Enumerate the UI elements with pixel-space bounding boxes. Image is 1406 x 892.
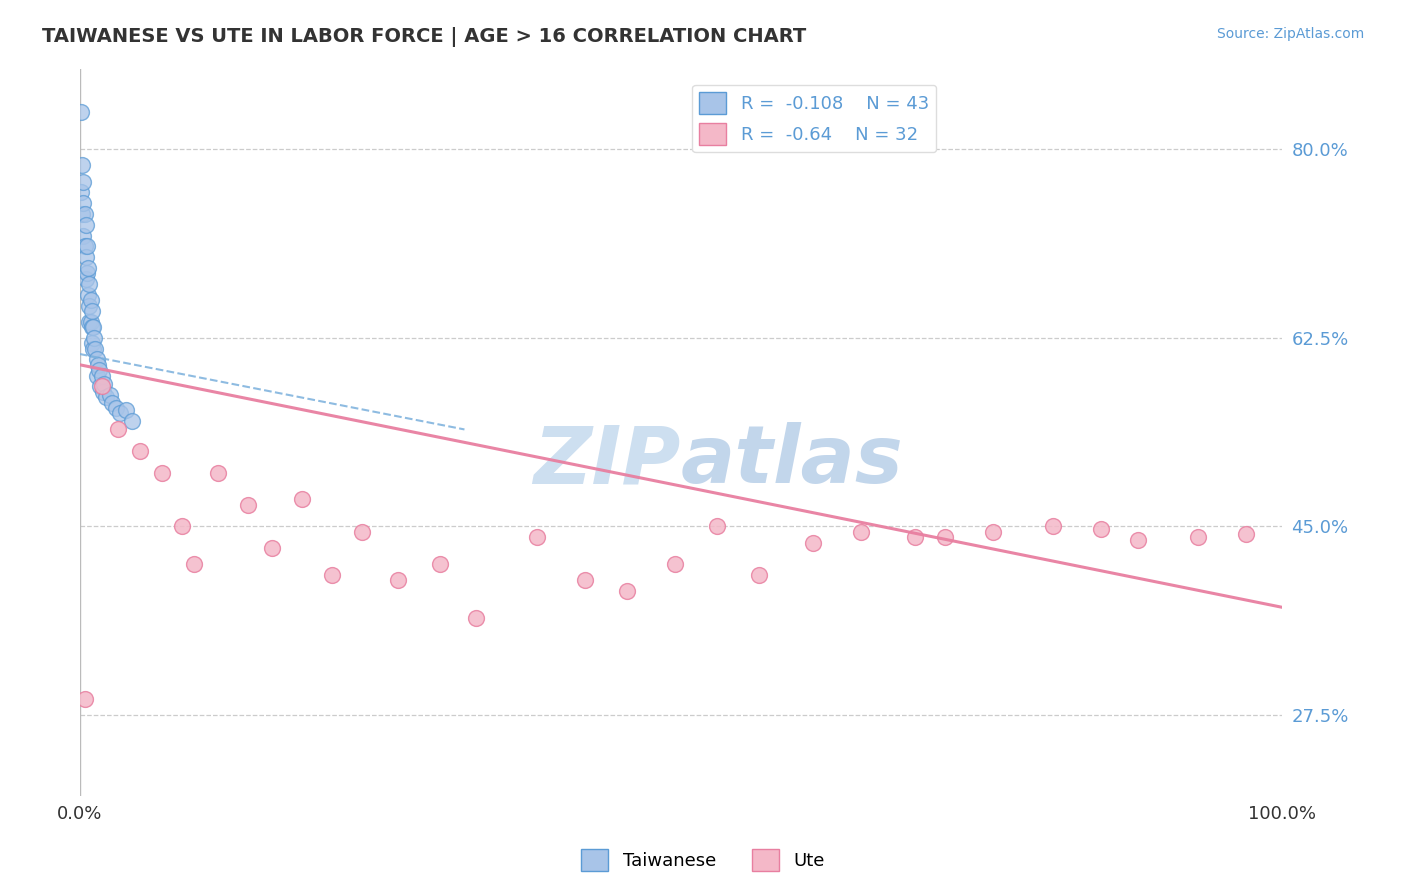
Point bbox=[90, 379, 112, 393]
Point bbox=[291, 492, 314, 507]
Point bbox=[101, 395, 124, 409]
Point bbox=[352, 524, 374, 539]
Point bbox=[80, 304, 103, 318]
Point bbox=[75, 218, 97, 232]
Text: TAIWANESE VS UTE IN LABOR FORCE | AGE > 16 CORRELATION CHART: TAIWANESE VS UTE IN LABOR FORCE | AGE > … bbox=[42, 27, 807, 46]
Point bbox=[183, 557, 205, 571]
Point bbox=[98, 388, 121, 402]
Point bbox=[72, 207, 94, 221]
Point bbox=[107, 422, 129, 436]
Point bbox=[93, 377, 115, 392]
Point bbox=[981, 524, 1004, 539]
Point bbox=[70, 104, 93, 119]
Point bbox=[574, 574, 596, 588]
Point bbox=[72, 196, 94, 211]
Point bbox=[526, 530, 548, 544]
Text: Source: ZipAtlas.com: Source: ZipAtlas.com bbox=[1216, 27, 1364, 41]
Point bbox=[904, 530, 927, 544]
Point bbox=[801, 535, 824, 549]
Point bbox=[87, 363, 110, 377]
Point bbox=[83, 331, 105, 345]
Point bbox=[73, 239, 96, 253]
Point bbox=[236, 498, 259, 512]
Point bbox=[616, 584, 638, 599]
Point bbox=[90, 368, 112, 383]
Point bbox=[86, 352, 108, 367]
Point bbox=[849, 524, 872, 539]
Point bbox=[79, 277, 101, 291]
Point bbox=[170, 519, 193, 533]
Point bbox=[80, 320, 103, 334]
Point bbox=[748, 567, 770, 582]
Point bbox=[150, 466, 173, 480]
Point bbox=[82, 320, 104, 334]
Point bbox=[1234, 527, 1257, 541]
Point bbox=[84, 342, 107, 356]
Text: atlas: atlas bbox=[681, 422, 904, 500]
Point bbox=[70, 186, 93, 200]
Point bbox=[80, 336, 103, 351]
Point bbox=[72, 159, 94, 173]
Point bbox=[114, 403, 136, 417]
Point bbox=[262, 541, 284, 555]
Point bbox=[73, 691, 96, 706]
Point bbox=[79, 299, 101, 313]
Point bbox=[77, 287, 100, 301]
Point bbox=[706, 519, 728, 533]
Point bbox=[664, 557, 686, 571]
Point bbox=[1042, 519, 1064, 533]
Point bbox=[76, 239, 98, 253]
Point bbox=[129, 444, 152, 458]
Point bbox=[73, 207, 96, 221]
Text: ZIP: ZIP bbox=[533, 422, 681, 500]
Point bbox=[79, 293, 101, 308]
Point bbox=[75, 250, 97, 264]
Point bbox=[77, 260, 100, 275]
Point bbox=[108, 406, 131, 420]
Point bbox=[72, 228, 94, 243]
Point bbox=[96, 390, 118, 404]
Point bbox=[87, 358, 110, 372]
Point bbox=[79, 315, 101, 329]
Point bbox=[91, 384, 114, 399]
Point bbox=[86, 368, 108, 383]
Point bbox=[104, 401, 127, 415]
Point bbox=[82, 342, 104, 356]
Point bbox=[465, 611, 488, 625]
Point bbox=[121, 414, 143, 428]
Point bbox=[207, 466, 229, 480]
Point bbox=[89, 379, 111, 393]
Point bbox=[72, 175, 94, 189]
Point bbox=[429, 557, 451, 571]
Point bbox=[79, 315, 101, 329]
Point bbox=[1126, 533, 1149, 548]
Point bbox=[387, 574, 409, 588]
Point bbox=[75, 271, 97, 285]
Legend: R =  -0.108    N = 43, R =  -0.64    N = 32: R = -0.108 N = 43, R = -0.64 N = 32 bbox=[692, 85, 936, 153]
Point bbox=[76, 266, 98, 280]
Point bbox=[321, 567, 343, 582]
Point bbox=[1187, 530, 1209, 544]
Point bbox=[1090, 522, 1112, 536]
Point bbox=[934, 530, 956, 544]
Legend: Taiwanese, Ute: Taiwanese, Ute bbox=[574, 842, 832, 879]
